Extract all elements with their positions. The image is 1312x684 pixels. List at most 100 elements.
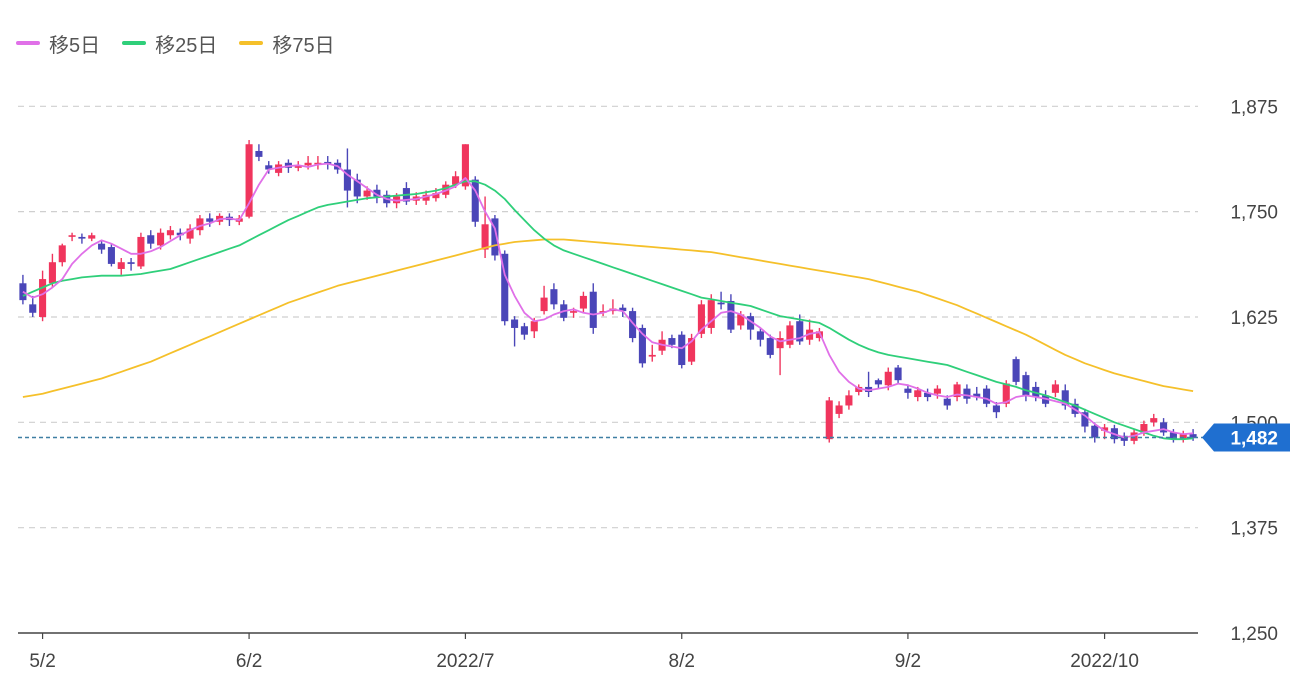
candle-body — [117, 262, 125, 269]
candles — [19, 140, 1197, 446]
candle-body — [756, 331, 764, 340]
candle-body — [1051, 384, 1059, 393]
candle-body — [884, 371, 892, 386]
candle — [58, 243, 66, 267]
candle-body — [353, 179, 361, 197]
candle — [166, 225, 174, 240]
legend-item-ma25[interactable]: 移25日 — [122, 29, 217, 58]
candle-body — [491, 218, 499, 256]
candle-body — [933, 388, 941, 394]
candle-body — [196, 218, 204, 231]
candle-body — [796, 321, 804, 342]
legend-swatch-ma5 — [16, 41, 40, 45]
candle-body — [530, 321, 538, 332]
candle-body — [1012, 359, 1020, 382]
candle — [1160, 418, 1168, 436]
candle — [1022, 371, 1030, 402]
candle-body — [245, 144, 253, 217]
x-tick-label: 2022/10 — [1070, 651, 1139, 672]
candle-body — [697, 304, 705, 334]
candle — [471, 176, 479, 227]
candle-body — [98, 243, 106, 250]
candle-body — [511, 319, 519, 328]
candle — [658, 331, 666, 355]
candle-body — [501, 253, 509, 322]
grid-lines — [18, 105, 1198, 529]
candle-body — [973, 393, 981, 398]
legend-label-ma25: 移25日 — [155, 34, 218, 57]
candle — [629, 307, 637, 343]
candle — [924, 388, 932, 402]
candle — [589, 283, 597, 334]
candle-body — [48, 262, 56, 284]
candle-body — [589, 291, 597, 328]
candle-body — [137, 236, 145, 267]
candle — [776, 331, 784, 376]
candle — [983, 385, 991, 408]
candle — [1179, 430, 1187, 443]
candle — [609, 299, 617, 315]
candle-body — [835, 405, 843, 414]
candle-body — [963, 388, 971, 399]
candle-body — [1140, 424, 1148, 433]
candle-body — [943, 398, 951, 406]
candle — [697, 300, 705, 339]
y-tick-label: 1,250 — [1230, 624, 1278, 645]
candle — [127, 257, 135, 271]
candle-body — [992, 405, 1000, 413]
candle — [894, 365, 902, 385]
candle — [29, 295, 37, 317]
candle-body — [481, 224, 489, 250]
candle-body — [1091, 425, 1099, 438]
candle — [648, 344, 656, 362]
candle — [78, 233, 86, 244]
candle-body — [461, 144, 469, 187]
candle-body — [717, 302, 725, 305]
candle-body — [1081, 412, 1089, 427]
candle — [245, 140, 253, 219]
candle — [1061, 384, 1069, 410]
candle-body — [29, 304, 37, 313]
candle-body — [648, 354, 656, 357]
candle-body — [78, 236, 86, 239]
legend-swatch-ma25 — [122, 41, 147, 45]
candle-body — [1022, 375, 1030, 396]
legend: 移5日 移25日 移75日 — [16, 28, 335, 58]
candle — [206, 213, 214, 227]
legend-label-ma75: 移75日 — [272, 34, 335, 57]
x-tick-label: 9/2 — [895, 651, 921, 672]
candle — [973, 386, 981, 401]
candle-body — [953, 384, 961, 398]
legend-item-ma75[interactable]: 移75日 — [239, 29, 335, 58]
candle — [402, 182, 410, 205]
candle-body — [540, 297, 548, 312]
candle-body — [304, 162, 312, 166]
candle-body — [1150, 418, 1158, 423]
current-price-badge — [1202, 423, 1290, 452]
candle — [1051, 380, 1059, 398]
candle — [815, 327, 823, 342]
candle — [147, 230, 155, 249]
candle — [865, 371, 873, 398]
legend-label-ma5: 移5日 — [49, 34, 101, 57]
candle — [727, 294, 735, 333]
candle-body — [737, 314, 745, 326]
candle — [19, 274, 27, 305]
candle-body — [1189, 434, 1197, 438]
candle — [491, 215, 499, 261]
ma25-line — [22, 180, 1194, 441]
legend-item-ma5[interactable]: 移5日 — [16, 29, 100, 58]
candle — [137, 232, 145, 269]
candle-body — [570, 311, 578, 313]
candle-body — [629, 311, 637, 339]
candle — [68, 232, 76, 242]
candle — [107, 243, 115, 267]
candle-body — [688, 338, 696, 362]
candle — [353, 173, 361, 204]
x-tick-label: 8/2 — [669, 651, 695, 672]
x-tick-label: 5/2 — [29, 651, 55, 672]
candle-body — [166, 230, 174, 236]
candle-body — [422, 194, 430, 201]
candle-body — [520, 326, 528, 335]
